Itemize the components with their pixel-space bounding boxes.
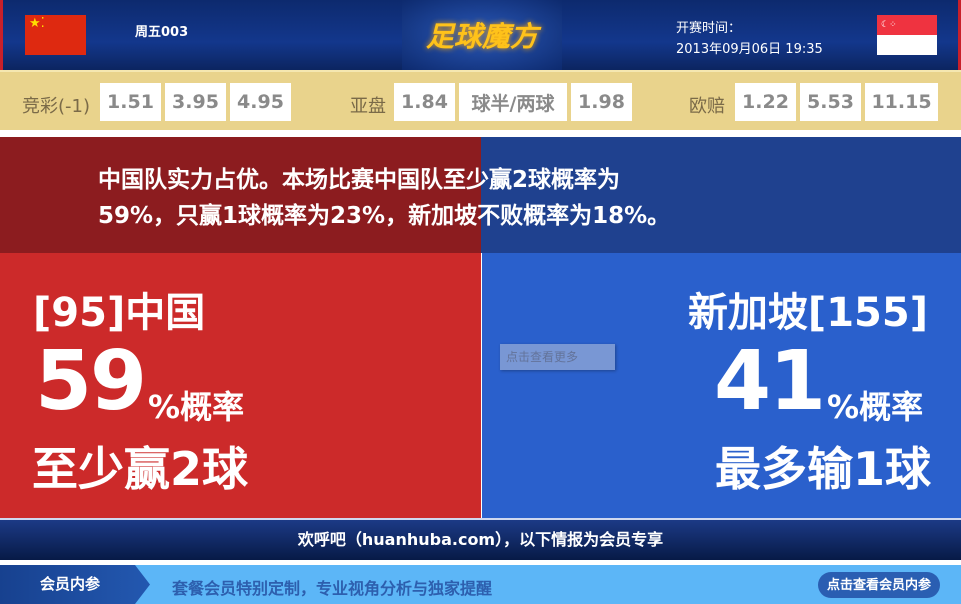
view-member-content-button[interactable]: 点击查看会员内参 bbox=[818, 572, 940, 598]
footer-notice: 欢呼吧（huanhuba.com），以下情报为会员专享 bbox=[0, 518, 961, 560]
china-flag-icon: ★⁚ bbox=[25, 15, 86, 55]
odds-bar: 竞彩(-1) 1.51 3.95 4.95 亚盘 1.84 球半/两球 1.98… bbox=[0, 70, 961, 130]
away-team-name: 新加坡[155] bbox=[687, 290, 928, 336]
summary-bg-away bbox=[481, 137, 961, 253]
logo: 足球魔方 bbox=[402, 0, 562, 70]
prediction-summary: 中国队实力占优。本场比赛中国队至少赢2球概率为 59%，只赢1球概率为23%，新… bbox=[98, 162, 858, 234]
odds-value: 1.84 bbox=[394, 83, 455, 121]
member-bar bbox=[0, 565, 961, 604]
odds-value: 5.53 bbox=[800, 83, 861, 121]
start-time-label: 开赛时间： bbox=[676, 21, 742, 36]
member-tab[interactable]: 会员内参 bbox=[0, 565, 150, 604]
away-outcome: 最多输1球 bbox=[714, 442, 931, 496]
oupei-label: 欧赔 bbox=[689, 96, 725, 117]
summary-line: 59%，只赢1球概率为23%，新加坡不败概率为18%。 bbox=[98, 203, 671, 229]
odds-handicap: 球半/两球 bbox=[459, 83, 567, 121]
odds-value: 1.98 bbox=[571, 83, 632, 121]
home-percent: 59 bbox=[35, 334, 147, 429]
summary-line: 中国队实力占优。本场比赛中国队至少赢2球概率为 bbox=[98, 167, 621, 193]
odds-value: 4.95 bbox=[230, 83, 291, 121]
home-percent-suffix: %概率 bbox=[148, 388, 245, 426]
singapore-flag-icon: ☾⁘ bbox=[877, 15, 937, 55]
jingcai-label: 竞彩(-1) bbox=[22, 96, 90, 117]
away-percent-suffix: %概率 bbox=[827, 388, 924, 426]
odds-value: 11.15 bbox=[865, 83, 938, 121]
member-description: 套餐会员特别定制，专业视角分析与独家提醒 bbox=[172, 579, 493, 598]
home-team-name: [95]中国 bbox=[33, 290, 206, 336]
away-team-panel[interactable]: 新加坡[155] 41 %概率 最多输1球 bbox=[482, 253, 961, 518]
summary-bg-home bbox=[0, 137, 481, 253]
start-time-value: 2013年09月06日 19:35 bbox=[676, 42, 823, 57]
away-percent: 41 bbox=[714, 334, 826, 429]
match-id: 周五003 bbox=[135, 25, 189, 40]
home-outcome: 至少赢2球 bbox=[32, 442, 249, 496]
home-team-panel[interactable]: [95]中国 59 %概率 至少赢2球 bbox=[0, 253, 481, 518]
yapan-label: 亚盘 bbox=[350, 96, 386, 117]
odds-value: 1.22 bbox=[735, 83, 796, 121]
tooltip: 点击查看更多 bbox=[500, 344, 615, 370]
odds-value: 1.51 bbox=[100, 83, 161, 121]
odds-value: 3.95 bbox=[165, 83, 226, 121]
